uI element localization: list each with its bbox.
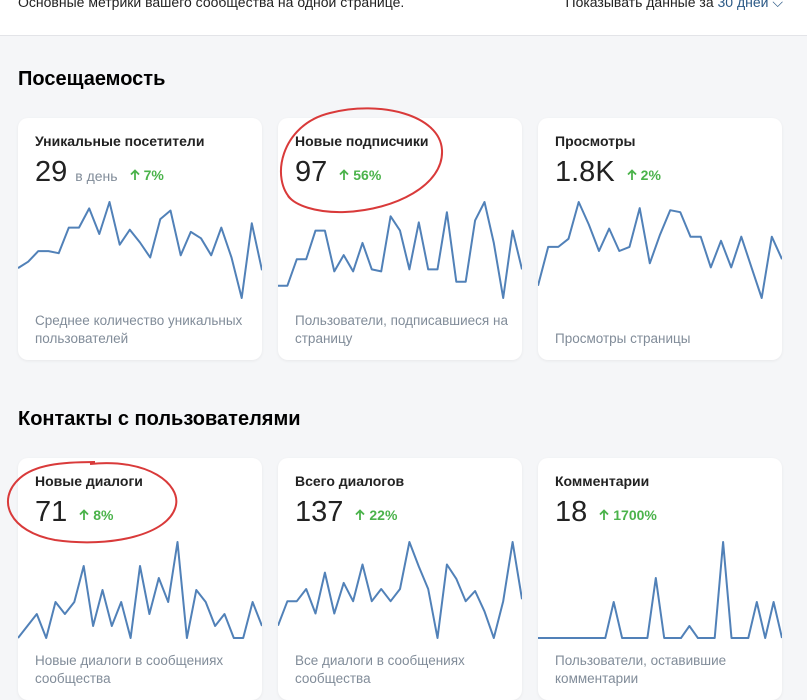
- arrow-icon: [79, 509, 89, 520]
- value-row: 29 в день 7%: [35, 156, 164, 189]
- sparkline: [538, 541, 782, 639]
- card-description: Все диалоги в сообщениях сообщества: [295, 653, 465, 686]
- period-dropdown[interactable]: 30 дней ⌵: [718, 0, 783, 10]
- card-title: Всего диалогов: [295, 473, 405, 489]
- change-value: 8%: [93, 507, 114, 523]
- sparkline: [278, 201, 522, 299]
- sparkline: [18, 201, 262, 299]
- value-row: 18 1700%: [555, 496, 657, 529]
- top-bar: Основные метрики вашего сообщества на од…: [0, 0, 807, 36]
- arrow-icon: [339, 169, 349, 180]
- sparkline-line: [278, 201, 522, 299]
- card-title: Новые подписчики: [295, 133, 429, 149]
- metric-value: 18: [555, 496, 588, 528]
- arrow-icon: [355, 509, 366, 520]
- sparkline-line: [18, 201, 262, 299]
- sparkline: [538, 201, 782, 299]
- metric-value: 1.8K: [555, 156, 615, 188]
- change-value: 2%: [640, 167, 661, 183]
- card-title: Новые диалоги: [35, 473, 143, 489]
- card-title: Комментарии: [555, 473, 650, 489]
- metric-unit: в день: [75, 168, 118, 184]
- period-label: Показывать данные за: [565, 0, 714, 10]
- metric-change: 22%: [355, 507, 397, 523]
- card-description: Новые диалоги в сообщениях сообщества: [35, 653, 224, 686]
- metric-value: 71: [35, 496, 68, 528]
- metric-change: 7%: [129, 167, 164, 183]
- value-row: 71 8%: [35, 496, 114, 529]
- sparkline-line: [278, 541, 522, 639]
- arrow-icon: [627, 169, 637, 180]
- change-value: 1700%: [613, 507, 657, 523]
- metric-card: Просмотры 1.8K 2% Просмотры страницы: [538, 118, 782, 360]
- change-value: 22%: [369, 507, 398, 523]
- card-title: Просмотры: [555, 133, 636, 149]
- change-value: 56%: [353, 167, 382, 183]
- sparkline-line: [538, 541, 782, 639]
- metric-change: 2%: [627, 167, 661, 183]
- metric-card: Комментарии 18 1700% Пользователи, оставивш…: [538, 458, 782, 700]
- metric-value: 29: [35, 156, 68, 188]
- card-title: Уникальные посетители: [35, 133, 205, 149]
- metric-change: 8%: [79, 507, 114, 523]
- section-title: Контакты с пользователями: [18, 408, 301, 430]
- metric-value: 97: [295, 156, 328, 188]
- sparkline: [278, 541, 522, 639]
- section-title: Посещаемость: [18, 68, 166, 90]
- metric-change: 56%: [339, 167, 381, 183]
- up-arrow: [79, 509, 89, 520]
- card-description: Пользователи, оставившие комментарии: [555, 653, 727, 686]
- up-arrow: [627, 169, 637, 180]
- period-value[interactable]: 30 дней: [717, 0, 769, 10]
- metric-card: Уникальные посетители 29 в день 7% Среднее к…: [18, 118, 262, 360]
- arrow-icon: [599, 509, 609, 520]
- up-arrow: [129, 169, 140, 180]
- metric-card: Всего диалогов 137 22% Все диалоги в сообще…: [278, 458, 522, 700]
- period-selector: Показывать данные за 30 дней ⌵: [566, 0, 783, 11]
- metric-change: 1700%: [599, 507, 657, 523]
- value-row: 137 22%: [295, 496, 397, 529]
- value-row: 1.8K 2%: [555, 156, 661, 189]
- up-arrow: [339, 169, 349, 180]
- value-row: 97 56%: [295, 156, 381, 189]
- arrow-icon: [129, 169, 140, 180]
- sparkline-line: [538, 201, 782, 299]
- metric-value: 137: [295, 496, 344, 528]
- metric-card: Новые подписчики 97 56% Пользователи, подпи…: [278, 118, 522, 360]
- card-description: Просмотры страницы: [555, 331, 691, 346]
- subtitle: Основные метрики вашего сообщества на од…: [18, 0, 405, 10]
- up-arrow: [355, 509, 366, 520]
- sparkline: [18, 541, 262, 639]
- sparkline-line: [18, 541, 262, 639]
- metric-card: Новые диалоги 71 8% Новые диалоги в сообщен…: [18, 458, 262, 700]
- card-description: Пользователи, подписавшиеся на страницу: [295, 313, 508, 346]
- change-value: 7%: [143, 167, 164, 183]
- card-description: Среднее количество уникальных пользовате…: [35, 313, 243, 346]
- up-arrow: [599, 509, 609, 520]
